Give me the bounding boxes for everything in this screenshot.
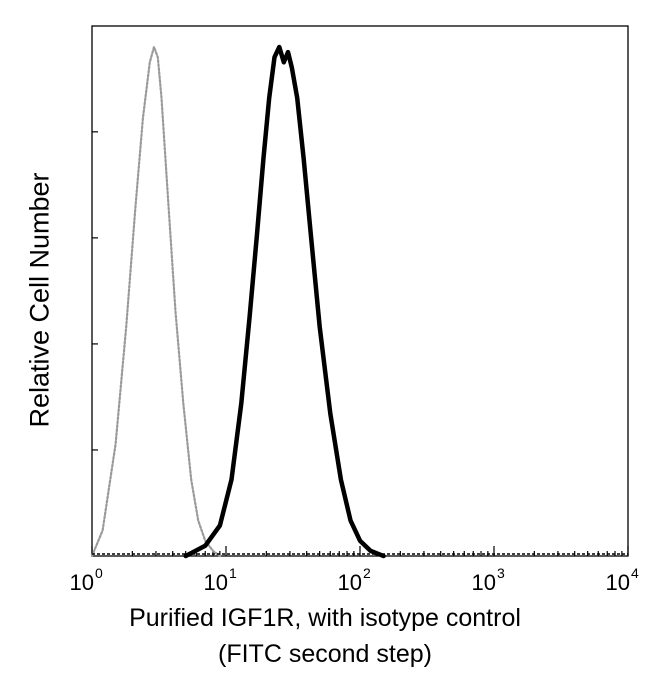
x-tick-label-base: 10	[204, 570, 228, 595]
x-tick-label: 10 0	[70, 565, 103, 595]
x-tick-label-exponent: 4	[631, 565, 639, 581]
x-tick-label-base: 10	[606, 570, 630, 595]
x-axis-tick-labels: 10 0 10 1 10 2 10 3 10 4	[70, 565, 639, 595]
x-tick-label-exponent: 1	[229, 565, 237, 581]
x-axis-label-line1: Purified IGF1R, with isotype control	[129, 604, 521, 632]
x-tick-label-base: 10	[472, 570, 496, 595]
plot-frame	[91, 25, 629, 557]
histogram-curves	[90, 44, 628, 559]
x-tick-label-exponent: 2	[363, 565, 371, 581]
isotype-control-curve	[90, 45, 221, 558]
x-tick-label-base: 10	[70, 570, 94, 595]
x-tick-label-base: 10	[338, 570, 362, 595]
x-axis-label-line2: (FITC second step)	[218, 640, 432, 668]
x-tick-label-exponent: 3	[497, 565, 505, 581]
y-axis-ticks	[92, 131, 98, 451]
x-tick-label: 10 4	[606, 565, 639, 595]
x-tick-label: 10 2	[338, 565, 371, 595]
x-tick-label-exponent: 0	[95, 565, 103, 581]
x-tick-label: 10 3	[472, 565, 505, 595]
x-tick-label: 10 1	[204, 565, 237, 595]
igf1r-curve	[183, 44, 386, 559]
y-axis-label: Relative Cell Number	[24, 172, 55, 428]
